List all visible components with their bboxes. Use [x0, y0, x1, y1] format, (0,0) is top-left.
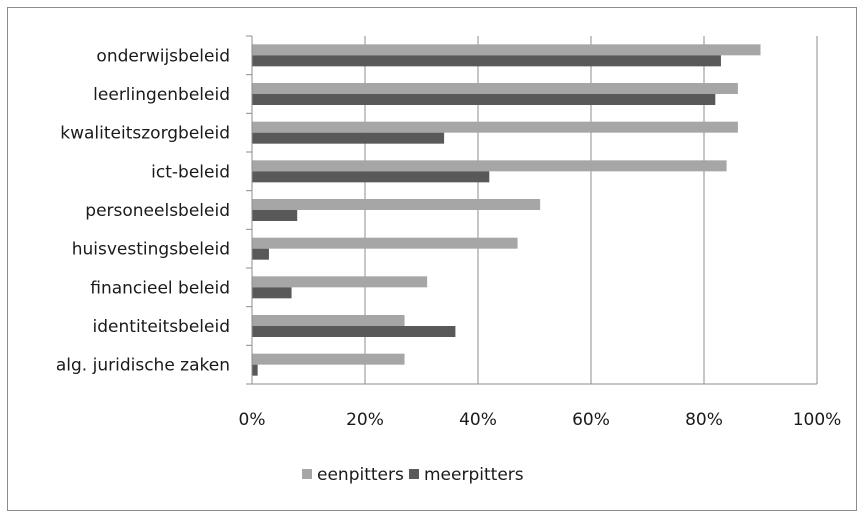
bar-meerpitters [252, 132, 445, 144]
bar-meerpitters [252, 210, 298, 221]
bar-eenpitters [252, 44, 761, 56]
bar-eenpitters [252, 276, 428, 288]
chart-frame: 0% 20% 40% 60% 80% 100% onderwijsbeleid leerlin… [7, 7, 857, 511]
legend-swatch-eenpitters [302, 469, 312, 479]
bar-meerpitters [252, 55, 721, 67]
legend-label-meerpitters: meerpitters [424, 465, 524, 485]
category-label: onderwijsbeleid [96, 46, 230, 66]
x-tick-label: 40% [459, 410, 497, 430]
x-tick-label: 20% [346, 410, 384, 430]
bar-meerpitters [252, 171, 490, 183]
legend-swatch-meerpitters [409, 469, 419, 479]
category-label: huisvestingsbeleid [72, 240, 230, 260]
category-label: financieel beleid [90, 278, 230, 298]
bar-eenpitters [252, 353, 405, 365]
category-label: identiteitsbeleid [93, 317, 230, 337]
x-tick-label: 0% [239, 410, 266, 430]
bar-eenpitters [252, 83, 738, 94]
bar-meerpitters [252, 248, 269, 260]
x-tick-label: 80% [685, 410, 723, 430]
category-label: personeelsbeleid [85, 201, 230, 221]
category-label: alg. juridische zaken [56, 356, 230, 376]
bar-meerpitters [252, 287, 292, 299]
legend: eenpitters meerpitters [302, 465, 524, 485]
bar-meerpitters [252, 326, 456, 337]
bar-eenpitters [252, 315, 405, 326]
bar-meerpitters [252, 364, 258, 376]
legend-label-eenpitters: eenpitters [317, 465, 404, 485]
bar-eenpitters [252, 237, 518, 249]
bar-meerpitters [252, 94, 716, 105]
x-tick-label: 100% [793, 410, 842, 430]
bar-eenpitters [252, 199, 541, 210]
bar-eenpitters [252, 121, 738, 133]
category-label: ict-beleid [151, 162, 230, 182]
bar-eenpitters [252, 160, 727, 172]
axes [246, 35, 817, 385]
category-label: kwaliteitszorgbeleid [60, 124, 230, 144]
bars [252, 44, 761, 376]
labels: 0% 20% 40% 60% 80% 100% onderwijsbeleid leerlin… [56, 46, 841, 430]
category-label: leerlingenbeleid [93, 85, 230, 105]
bar-chart: 0% 20% 40% 60% 80% 100% onderwijsbeleid leerlin… [56, 35, 841, 485]
x-tick-label: 60% [572, 410, 610, 430]
